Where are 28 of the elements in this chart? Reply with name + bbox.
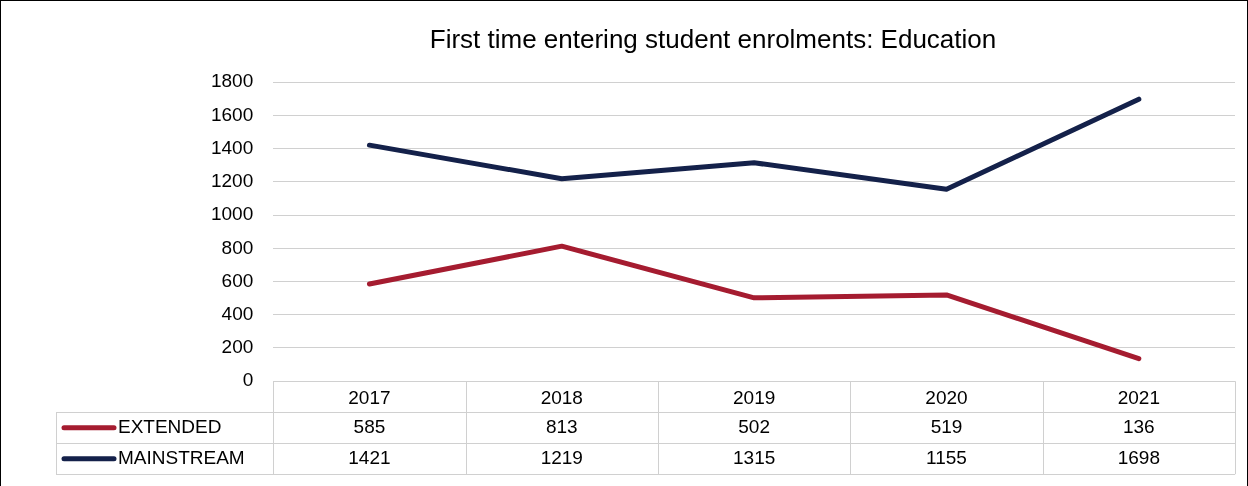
- y-tick-label: 1200: [210, 170, 254, 192]
- y-tick-label: 800: [221, 236, 254, 258]
- x-tick-label: 2021: [1117, 386, 1160, 408]
- data-label: 1315: [732, 446, 776, 468]
- y-tick-label: 1000: [210, 203, 254, 225]
- legend-label: MAINSTREAM: [118, 446, 245, 468]
- data-label: 1698: [1117, 446, 1160, 468]
- y-tick-label: 1600: [210, 103, 254, 125]
- y-tick-label: 0: [242, 369, 254, 391]
- data-label: 585: [353, 415, 386, 437]
- data-label: 502: [738, 415, 770, 437]
- y-tick-label: 1400: [210, 136, 254, 158]
- data-label: 136: [1122, 415, 1155, 437]
- legend-label: EXTENDED: [118, 415, 222, 437]
- data-label: 1421: [348, 446, 391, 468]
- x-tick-label: 2019: [732, 386, 776, 408]
- x-tick-label: 2020: [925, 386, 968, 408]
- data-label: 813: [545, 415, 578, 437]
- x-tick-label: 2017: [348, 386, 391, 408]
- y-tick-label: 600: [221, 269, 254, 291]
- y-tick-label: 1800: [210, 70, 254, 92]
- data-label: 519: [930, 415, 963, 437]
- x-tick-label: 2018: [540, 386, 583, 408]
- y-tick-label: 400: [221, 302, 254, 324]
- y-tick-label: 200: [221, 336, 254, 358]
- chart-title: First time entering student enrolments: Education: [429, 23, 997, 54]
- data-label: 1219: [540, 446, 583, 468]
- data-label: 1155: [926, 446, 967, 468]
